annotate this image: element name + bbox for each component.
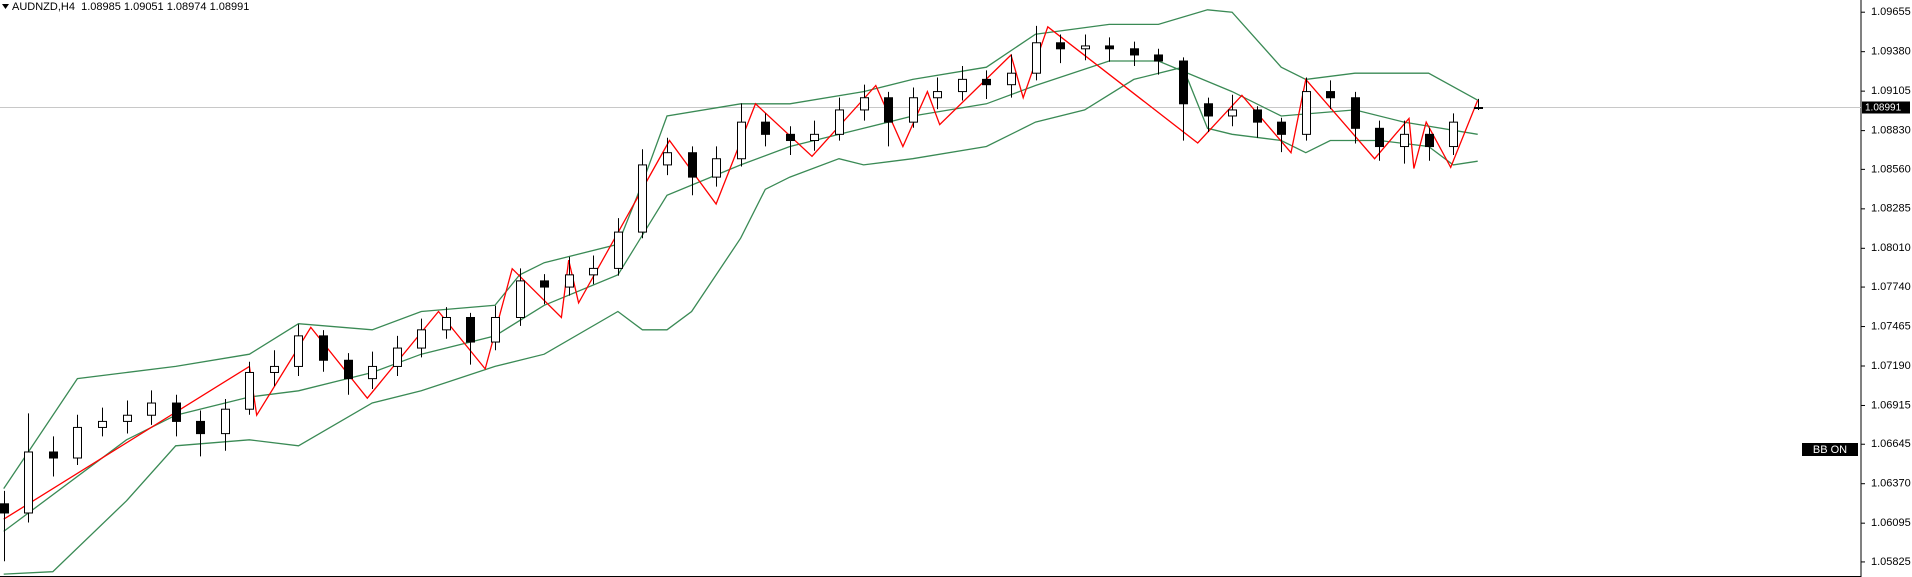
candle-body	[24, 451, 33, 514]
y-tick-label: 1.08285	[1871, 203, 1911, 215]
candle-body	[123, 414, 132, 422]
candle-body	[860, 97, 869, 111]
indicator-button-bg	[1802, 443, 1858, 456]
candle-body	[1400, 133, 1409, 148]
candle-body	[1032, 42, 1041, 74]
candle-body	[1228, 109, 1237, 117]
candle-body	[319, 335, 328, 361]
candle-body	[393, 347, 402, 367]
candle-body	[1425, 133, 1434, 148]
candle-body	[1130, 48, 1139, 56]
symbol: AUDNZD,H4	[12, 1, 75, 13]
candle-body	[737, 121, 746, 160]
y-tick-label: 1.05825	[1871, 556, 1911, 568]
candle-body	[172, 402, 181, 422]
header-low: 1.08974	[166, 1, 207, 13]
candle-body	[982, 78, 991, 86]
current-price-label: 1.08991	[1865, 103, 1902, 114]
candle-body	[565, 274, 574, 288]
candle-body	[1204, 103, 1213, 117]
y-tick-label: 1.06915	[1871, 399, 1911, 411]
y-tick-label: 1.06095	[1871, 517, 1911, 529]
candle-body	[245, 371, 254, 410]
candle-body	[589, 267, 598, 276]
indicator-button-label: BB ON	[1813, 444, 1847, 456]
y-tick-label: 1.08560	[1871, 163, 1911, 175]
candle-body	[958, 78, 967, 93]
overlay-line	[3, 60, 1478, 532]
candle-body	[614, 231, 623, 269]
y-tick-label: 1.09105	[1871, 85, 1911, 97]
y-tick-label: 1.06645	[1871, 438, 1911, 450]
candle-body	[1474, 107, 1483, 110]
y-tick-label: 1.09380	[1871, 46, 1911, 58]
candle-body	[1007, 72, 1016, 86]
y-tick-label: 1.06370	[1871, 478, 1911, 490]
candle-body	[0, 503, 9, 514]
indicator-button[interactable]: BB ON	[1802, 443, 1858, 456]
candle-body	[1105, 45, 1114, 50]
candle-body	[466, 316, 475, 343]
candle-body	[1277, 121, 1286, 135]
candle-body	[1326, 91, 1335, 99]
overlay-line	[3, 66, 1478, 575]
current-price-box	[1862, 101, 1910, 114]
candle-body	[1375, 127, 1384, 148]
y-tick-label: 1.09655	[1871, 6, 1911, 18]
overlay-line	[3, 9, 1479, 489]
candle-body	[835, 109, 844, 135]
candle-body	[884, 97, 893, 123]
candle-body	[368, 365, 377, 380]
candle-body	[1351, 97, 1360, 129]
candle-body	[98, 420, 107, 428]
candle-body	[516, 280, 525, 318]
candle-body	[688, 152, 697, 178]
candle-body	[786, 133, 795, 142]
candle-body	[1179, 60, 1188, 105]
header-high: 1.09051	[123, 1, 164, 13]
candle-body	[442, 316, 451, 331]
candle-body	[294, 335, 303, 367]
y-tick-label: 1.07190	[1871, 360, 1911, 372]
candle-body	[1081, 45, 1090, 50]
candle-body	[1253, 109, 1262, 123]
y-tick-label: 1.07465	[1871, 320, 1911, 332]
candle-body	[196, 420, 205, 435]
candle-body	[1154, 54, 1163, 62]
candle-body	[49, 451, 58, 459]
candle-body	[712, 158, 721, 178]
y-tick-label: 1.07740	[1871, 281, 1911, 293]
overlay-line	[3, 25, 1479, 520]
candle-body	[270, 365, 279, 373]
candle-body	[540, 280, 549, 288]
candle-body	[810, 133, 819, 142]
y-tick-label: 1.08010	[1871, 242, 1911, 254]
candle-body	[1302, 91, 1311, 135]
candle-body	[221, 408, 230, 435]
candle-body	[663, 152, 672, 166]
candle-body	[933, 91, 942, 99]
candle-body	[638, 164, 647, 233]
collapse-triangle[interactable]	[2, 4, 9, 9]
candle-body	[73, 426, 82, 459]
candle-body	[417, 329, 426, 349]
header-open: 1.08985	[81, 1, 121, 13]
candle-body	[344, 359, 353, 380]
candle-body	[909, 97, 918, 123]
candle-body	[1449, 121, 1458, 148]
candle-body	[491, 316, 500, 343]
candle-body	[147, 402, 156, 416]
candle-body	[761, 121, 770, 135]
chart-header: AUDNZD,H4 1.08985 1.09051 1.08974 1.0899…	[12, 1, 249, 13]
y-tick-label: 1.08830	[1871, 125, 1911, 137]
header-close: 1.08991	[209, 1, 250, 13]
candle-body	[1056, 42, 1065, 50]
